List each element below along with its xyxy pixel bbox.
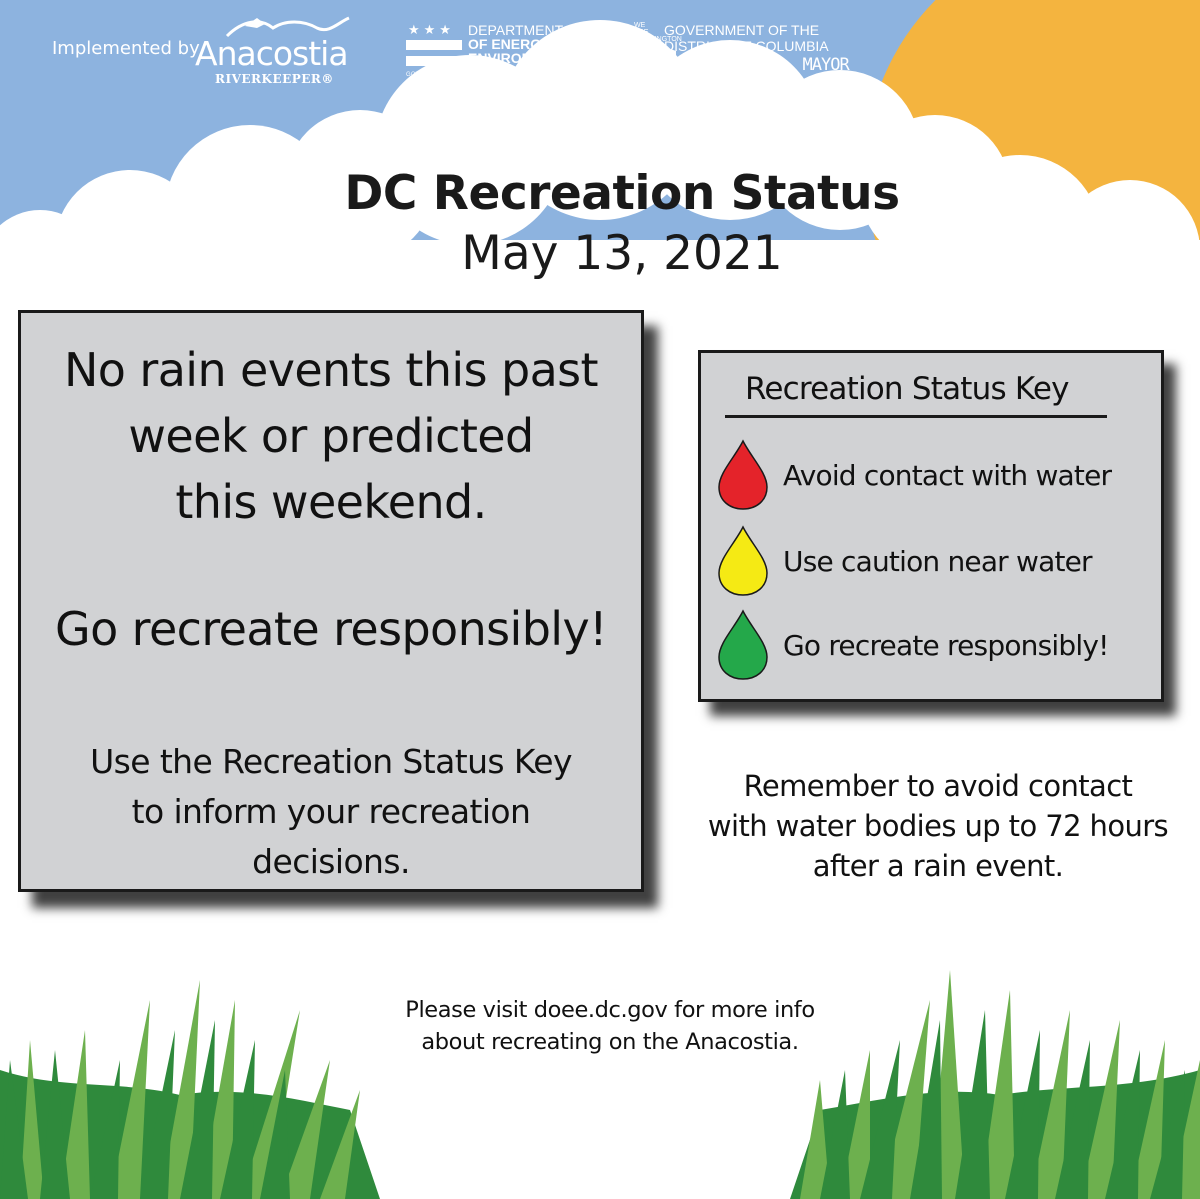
dc-stars-icon: ★★★ <box>408 22 455 37</box>
key-hint-line-2: to inform your recreation <box>131 792 531 831</box>
advice-message: Go recreate responsibly! <box>55 602 608 656</box>
footer-line-2: about recreating on the Anacostia. <box>421 1029 799 1055</box>
we-are-washington-mark: WE ARE WASHINGTON <box>634 22 682 43</box>
key-title: Recreation Status Key <box>745 371 1069 407</box>
page-title: DC Recreation Status <box>344 166 900 221</box>
footer-info: Please visit doee.dc.gov for more info a… <box>350 994 870 1058</box>
reminder-line-3: after a rain event. <box>812 849 1064 883</box>
status-date: May 13, 2021 <box>461 226 783 281</box>
reminder-line-2: with water bodies up to 72 hours <box>707 809 1169 843</box>
reminder-line-1: Remember to avoid contact <box>743 769 1133 803</box>
dcgov-line-3: MURIEL BOWSER, MAYOR <box>664 55 850 75</box>
key-item-go: Go recreate responsibly! <box>717 609 1157 689</box>
dc-flag-bars-icon <box>406 40 462 66</box>
key-item-label: Go recreate responsibly! <box>783 629 1109 662</box>
key-hint-line-3: decisions. <box>252 842 410 881</box>
doee-line-2: OF ENERGY & <box>468 36 565 52</box>
doee-logo: ★★★ DEPARTMENT OF ENERGY & ENVIRONMENT G… <box>406 22 582 82</box>
yellow-drop-icon <box>718 525 768 596</box>
anacostia-riverkeeper-logo: Anacostia RIVERKEEPER® <box>193 14 353 88</box>
red-drop-icon <box>718 439 768 510</box>
key-item-avoid: Avoid contact with water <box>717 439 1157 519</box>
doee-footer-text: GOVERNMENT OF THE DISTRICT OF COLUMBIA <box>406 72 553 78</box>
footer-line-1: Please visit doee.dc.gov for more info <box>405 997 815 1023</box>
green-drop-icon <box>718 609 768 680</box>
implemented-by-label: Implemented by <box>52 38 200 59</box>
dcgov-line-2: DISTRICT OF COLUMBIA <box>664 38 829 54</box>
key-item-caution: Use caution near water <box>717 525 1157 605</box>
dc-mark: DC <box>634 45 678 80</box>
key-hint-line-1: Use the Recreation Status Key <box>90 742 572 781</box>
doee-line-3: ENVIRONMENT <box>468 50 572 66</box>
reminder-text: Remember to avoid contact with water bod… <box>690 766 1186 886</box>
heron-icon <box>225 16 350 38</box>
doee-line-1: DEPARTMENT <box>468 22 564 38</box>
key-title-underline <box>725 415 1107 418</box>
status-message-panel: No rain events this past week or predict… <box>18 310 644 892</box>
dcgov-line-1: GOVERNMENT OF THE <box>664 22 820 38</box>
rain-status-line-2: week or predicted <box>128 409 534 463</box>
rain-status-line-1: No rain events this past <box>64 343 599 397</box>
rain-status-line-3: this weekend. <box>175 475 487 529</box>
rain-status-message: No rain events this past week or predict… <box>21 337 641 535</box>
dc-government-logo: WE ARE WASHINGTON DC GOVERNMENT OF THE D… <box>634 20 854 80</box>
riverkeeper-name: RIVERKEEPER® <box>215 72 334 86</box>
key-hint-message: Use the Recreation Status Key to inform … <box>41 737 621 887</box>
anacostia-name: Anacostia <box>195 34 349 73</box>
key-item-label: Use caution near water <box>783 545 1093 578</box>
recreation-status-key: Recreation Status Key Avoid contact with… <box>698 350 1164 702</box>
key-item-label: Avoid contact with water <box>783 459 1112 492</box>
